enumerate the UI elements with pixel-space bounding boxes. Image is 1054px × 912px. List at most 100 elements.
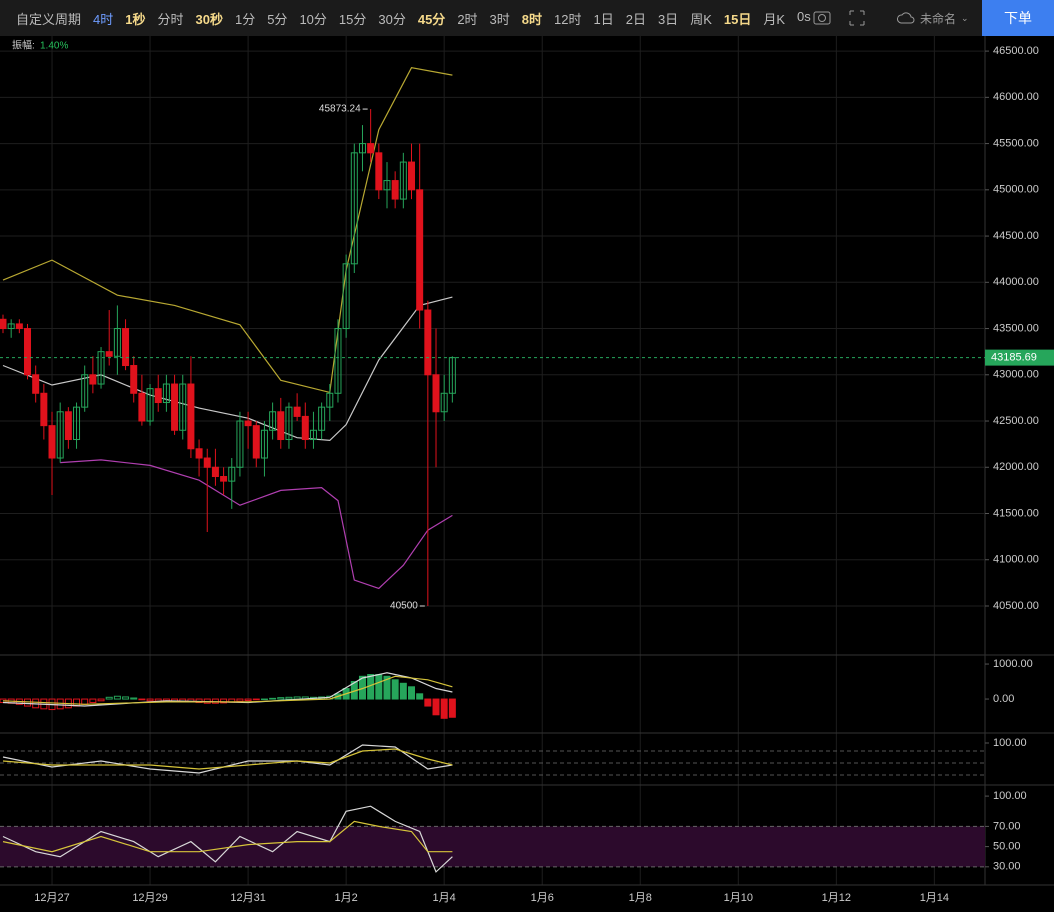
period-item[interactable]: 8时 xyxy=(521,11,543,27)
candle-body xyxy=(383,180,391,191)
y-tick-label: 50.00 xyxy=(993,841,1021,853)
y-tick-label: 45500.00 xyxy=(993,137,1039,149)
period-item[interactable]: 1日 xyxy=(593,11,614,27)
macd-bar xyxy=(432,698,440,716)
period-item[interactable]: 30分 xyxy=(378,11,406,27)
last-price-label: 43185.69 xyxy=(991,352,1037,364)
x-tick-label: 1月12 xyxy=(822,892,851,904)
band-line xyxy=(60,459,453,590)
macd-bar xyxy=(146,698,154,702)
candle-body xyxy=(244,420,252,427)
candle-body xyxy=(293,406,301,417)
y-tick-label: 43000.00 xyxy=(993,369,1039,381)
macd-bar xyxy=(424,698,432,707)
period-item[interactable]: 自定义周期 xyxy=(16,11,82,27)
y-tick-label: 41500.00 xyxy=(993,507,1039,519)
period-item[interactable]: 2日 xyxy=(625,11,646,27)
y-tick-label: 42500.00 xyxy=(993,415,1039,427)
period-item[interactable]: 5分 xyxy=(267,11,288,27)
macd-bar xyxy=(244,698,252,701)
amplitude-value: 1.40% xyxy=(40,41,68,52)
period-item[interactable]: 1分 xyxy=(234,11,256,27)
macd-bar xyxy=(269,697,277,700)
candle-body xyxy=(138,392,146,422)
macd-bar xyxy=(122,696,130,700)
candle-body xyxy=(81,374,89,408)
period-item[interactable]: 3日 xyxy=(657,11,679,27)
y-tick-label: 42000.00 xyxy=(993,461,1039,473)
y-tick-label: 100.00 xyxy=(993,737,1027,749)
kdj-line xyxy=(2,748,453,770)
period-item[interactable]: 4时 xyxy=(93,11,114,27)
candle-body xyxy=(334,328,342,394)
y-tick-label: 100.00 xyxy=(993,790,1027,802)
y-tick-label: 46500.00 xyxy=(993,45,1039,57)
period-item[interactable]: 分时 xyxy=(157,11,184,27)
y-tick-label: 0.00 xyxy=(993,693,1014,705)
x-tick-label: 1月4 xyxy=(433,892,456,904)
candle-body xyxy=(40,392,48,427)
amplitude-label: 振幅: xyxy=(12,39,35,52)
candle-body xyxy=(342,263,350,330)
period-item[interactable]: 30秒 xyxy=(195,11,223,27)
last-price-tag xyxy=(985,349,1054,366)
period-list: 自定义周期 4时 1秒 分时 30秒 1分 5分 10分 15分 30分 45分 2时 3时 8时 12时 1… xyxy=(16,9,811,28)
candle-body xyxy=(391,180,399,200)
candle-body xyxy=(97,351,105,385)
x-tick-label: 1月2 xyxy=(335,892,358,904)
y-tick-label: 45000.00 xyxy=(993,184,1039,196)
candle-body xyxy=(122,328,130,367)
candle-body xyxy=(15,323,23,330)
candle-body xyxy=(326,392,334,408)
period-item[interactable]: 0s xyxy=(797,8,811,24)
macd-bar xyxy=(81,698,89,705)
period-item[interactable]: 15分 xyxy=(338,11,367,27)
candle-body xyxy=(56,411,64,459)
candle-body xyxy=(236,420,244,468)
macd-bar xyxy=(236,698,244,702)
layout-name[interactable]: 未命名 ⌄ xyxy=(897,0,969,36)
macd-bar xyxy=(195,698,203,704)
candle-body xyxy=(228,466,236,482)
candle-body xyxy=(7,323,15,330)
candle-body xyxy=(260,429,268,459)
y-tick-label: 40500.00 xyxy=(993,600,1039,612)
macd-bar xyxy=(399,682,407,700)
candle-body xyxy=(162,383,170,404)
candle-body xyxy=(154,388,162,404)
candle-body xyxy=(179,383,187,431)
candle-body xyxy=(32,374,40,394)
order-button[interactable]: 下单 xyxy=(982,0,1054,36)
period-item[interactable]: 12时 xyxy=(554,11,582,27)
macd-bar xyxy=(211,698,219,704)
period-item[interactable]: 1秒 xyxy=(125,11,146,27)
macd-bar xyxy=(113,695,121,700)
y-tick-label: 44000.00 xyxy=(993,276,1039,288)
candle-body xyxy=(432,374,440,413)
macd-bar xyxy=(56,698,64,710)
period-item[interactable]: 周K xyxy=(690,11,712,27)
candle-body xyxy=(195,448,203,459)
period-item[interactable]: 10分 xyxy=(299,11,327,27)
period-item[interactable]: 15日 xyxy=(723,11,752,27)
rsi-line xyxy=(2,820,453,853)
candle-body xyxy=(89,374,97,385)
period-item[interactable]: 月K xyxy=(763,11,785,27)
x-tick-label: 12月29 xyxy=(132,892,167,904)
macd-bar xyxy=(97,698,105,702)
macd-bar xyxy=(408,686,415,700)
x-tick-label: 1月8 xyxy=(629,892,652,904)
period-item[interactable]: 45分 xyxy=(417,11,446,27)
period-item[interactable]: 3时 xyxy=(489,11,510,27)
band-line xyxy=(2,67,453,394)
candle-body xyxy=(440,392,448,413)
candle-body xyxy=(358,143,366,154)
candle-body xyxy=(171,383,179,431)
period-item[interactable]: 2时 xyxy=(457,11,478,27)
x-tick-label: 1月14 xyxy=(920,892,949,904)
macd-bar xyxy=(375,674,383,700)
low-label: 40500 xyxy=(390,601,418,612)
candle-body xyxy=(252,425,260,459)
